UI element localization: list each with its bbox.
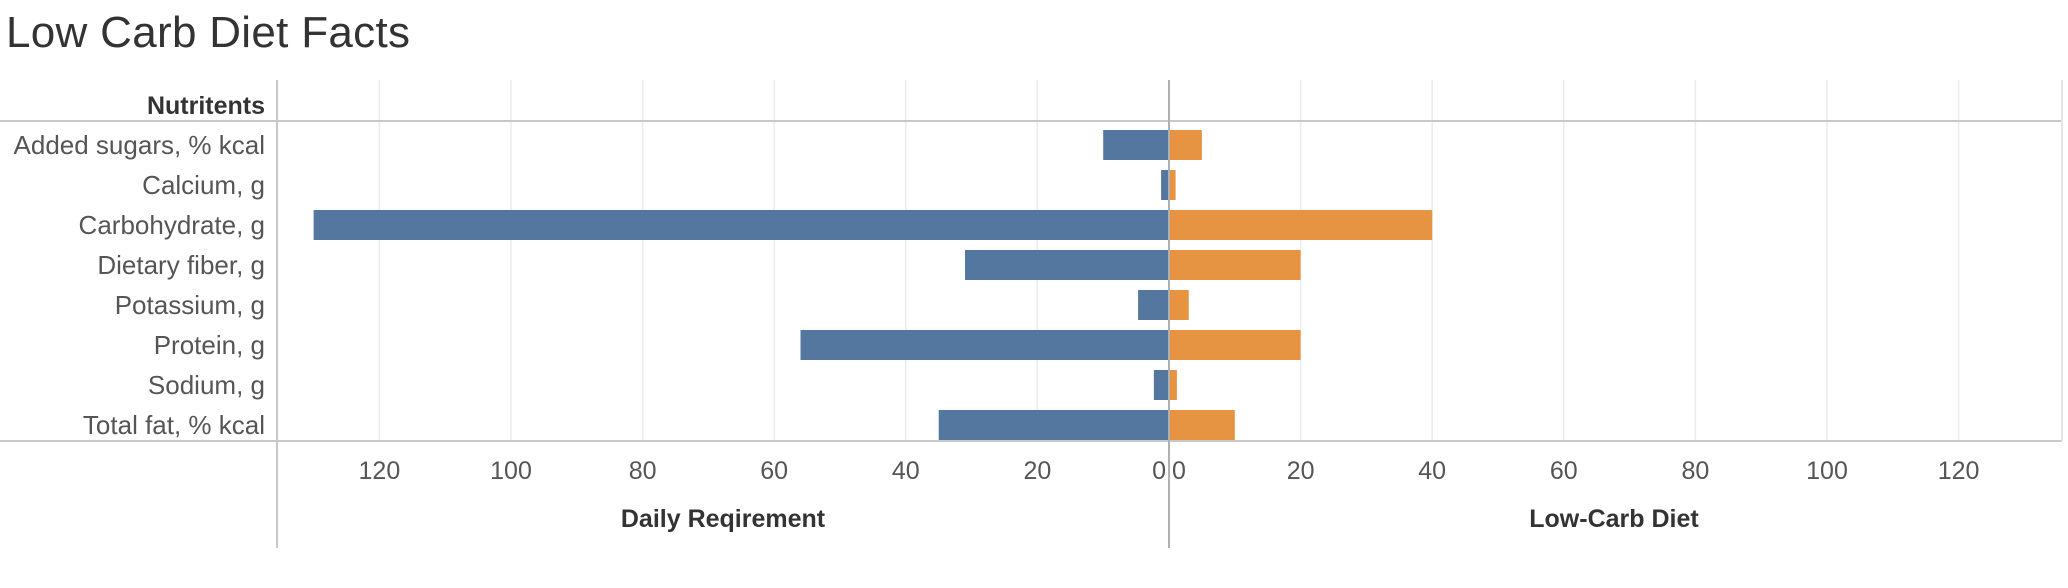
category-labels: Added sugars, % kcal Calcium, g Carbohydra… [14,130,265,440]
tick-label-right: 80 [1681,457,1709,485]
bar-daily-requirement [800,330,1169,360]
tick-label-left: 120 [359,457,401,485]
bar-low-carb-diet [1169,330,1301,360]
tick-label-right: 20 [1287,457,1315,485]
category-label: Potassium, g [115,290,265,320]
category-label: Sodium, g [148,370,265,400]
bar-low-carb-diet [1169,410,1235,440]
bar-low-carb-diet [1169,370,1177,400]
bar-low-carb-diet [1169,290,1189,320]
tick-label-right: 0 [1172,457,1186,485]
bar-daily-requirement [1103,130,1169,160]
category-label: Dietary fiber, g [97,250,265,280]
bar-low-carb-diet [1169,170,1176,200]
category-label: Added sugars, % kcal [14,130,265,160]
tick-label-left: 80 [629,457,657,485]
tick-label-left: 60 [760,457,788,485]
tick-label-right: 40 [1418,457,1446,485]
category-label: Calcium, g [142,170,265,200]
chart-title: Low Carb Diet Facts [6,8,411,57]
category-label: Protein, g [154,330,265,360]
bar-daily-requirement [1138,290,1169,320]
bar-low-carb-diet [1169,250,1301,280]
left-axis-title: Daily Reqirement [621,505,826,533]
bar-low-carb-diet [1169,130,1202,160]
category-label: Carbohydrate, g [79,210,265,240]
bar-daily-requirement [965,250,1169,280]
tick-label-right: 100 [1806,457,1848,485]
tick-label-right: 60 [1550,457,1578,485]
row-header-label: Nutritents [147,92,265,120]
tick-label-left: 20 [1023,457,1051,485]
tick-label-left: 100 [490,457,532,485]
right-axis-title: Low-Carb Diet [1529,505,1699,533]
chart-frame [0,80,2063,548]
tick-label-left: 0 [1152,457,1166,485]
tick-labels: 120 120 100 100 80 80 60 60 40 40 20 20 0 0 [359,457,1980,485]
tick-label-right: 120 [1938,457,1980,485]
bar-daily-requirement [1153,370,1169,400]
bar-daily-requirement [313,210,1170,240]
tick-label-left: 40 [892,457,920,485]
bar-daily-requirement [1161,170,1169,200]
category-label: Total fat, % kcal [83,410,265,440]
bar-low-carb-diet [1169,210,1433,240]
bars [313,130,1433,440]
bar-daily-requirement [938,410,1169,440]
